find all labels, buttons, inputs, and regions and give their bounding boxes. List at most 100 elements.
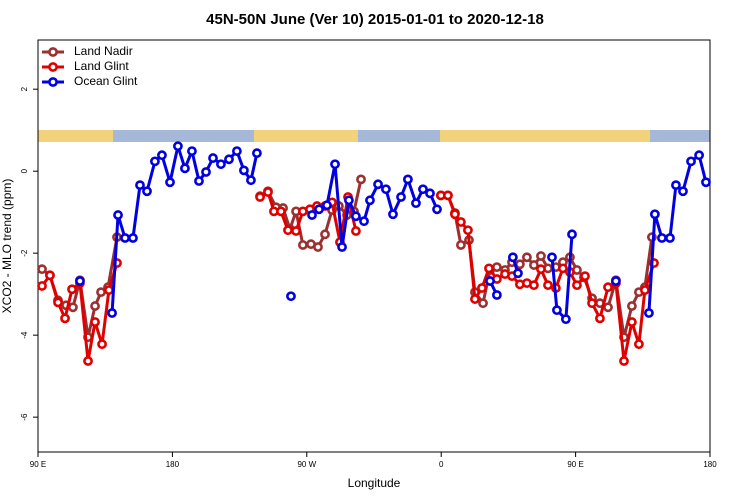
data-point — [67, 284, 77, 295]
data-point — [456, 240, 466, 250]
land-ocean-strip — [38, 130, 710, 142]
data-point — [626, 301, 637, 311]
data-point — [180, 163, 190, 174]
land-band — [38, 130, 113, 142]
data-point — [536, 251, 546, 261]
data-point — [529, 260, 539, 270]
legend-label: Ocean Glint — [74, 74, 138, 88]
data-point — [418, 184, 428, 195]
data-point — [128, 233, 138, 243]
data-point — [507, 252, 518, 263]
data-point — [425, 188, 435, 199]
data-point — [356, 174, 366, 185]
data-point — [365, 195, 375, 206]
data-point — [396, 192, 406, 202]
data-point — [263, 187, 273, 197]
data-point — [560, 314, 571, 325]
x-tick-label: 180 — [166, 460, 180, 469]
plot-frame — [37, 39, 711, 453]
x-tick-label: 180 — [703, 460, 717, 469]
data-point — [619, 356, 629, 366]
y-tick-label: 2 — [20, 86, 29, 91]
data-point — [580, 271, 590, 282]
data-point — [330, 159, 340, 170]
data-point — [552, 305, 562, 316]
data-point — [529, 280, 539, 291]
data-point — [142, 186, 152, 197]
data-point — [595, 313, 605, 324]
data-point — [484, 263, 494, 274]
legend-label: Land Glint — [74, 59, 129, 73]
data-point — [351, 226, 361, 236]
data-point — [536, 264, 546, 275]
data-point — [239, 165, 249, 176]
land-band — [254, 130, 358, 142]
data-point — [113, 210, 123, 220]
data-point — [173, 141, 183, 152]
data-point — [432, 204, 442, 215]
data-point — [678, 186, 688, 197]
data-point — [97, 339, 107, 350]
x-tick-label: 0 — [439, 460, 444, 469]
data-point — [587, 298, 597, 309]
data-point — [634, 339, 644, 350]
land-band — [440, 130, 650, 142]
data-point — [320, 229, 330, 240]
data-point — [107, 308, 117, 318]
data-point — [187, 146, 197, 156]
data-point — [543, 280, 553, 291]
data-point — [135, 180, 145, 191]
data-point — [477, 283, 487, 293]
data-point — [313, 242, 323, 252]
data-point — [359, 216, 369, 227]
data-point — [291, 226, 301, 236]
legend-marker — [48, 62, 58, 72]
data-point — [686, 156, 696, 167]
data-point — [60, 313, 70, 324]
data-point — [603, 302, 613, 313]
data-point — [513, 268, 523, 279]
data-point — [381, 184, 391, 195]
data-point — [252, 148, 262, 159]
data-point — [626, 317, 637, 327]
data-point — [671, 180, 681, 191]
data-point — [314, 204, 324, 215]
data-point — [150, 156, 160, 167]
data-point — [665, 233, 675, 243]
data-point — [373, 179, 383, 190]
data-point — [224, 154, 234, 165]
x-tick-label: 90 E — [30, 460, 46, 469]
data-point — [216, 159, 226, 170]
data-point — [402, 174, 413, 185]
data-point — [286, 291, 296, 302]
data-point — [456, 217, 466, 227]
data-point — [255, 192, 265, 202]
data-point — [90, 301, 100, 311]
data-point — [232, 146, 242, 156]
y-axis-label: XCO2 - MLO trend (ppm) — [0, 179, 14, 314]
data-point — [337, 242, 347, 252]
data-point — [68, 302, 78, 313]
data-point — [492, 262, 502, 273]
data-point — [443, 190, 453, 201]
data-point — [603, 282, 613, 293]
data-point — [157, 150, 167, 161]
data-point — [547, 252, 557, 263]
data-point — [701, 177, 711, 188]
data-point — [307, 210, 317, 220]
chart-title: 45N-50N June (Ver 10) 2015-01-01 to 2020… — [206, 11, 544, 28]
data-point — [649, 209, 660, 220]
data-point — [344, 195, 354, 206]
data-point — [246, 175, 256, 186]
data-point — [644, 308, 654, 318]
legend-marker — [48, 77, 58, 87]
data-point — [522, 252, 532, 263]
data-point — [283, 225, 293, 236]
x-tick-label: 90 E — [567, 460, 583, 469]
data-point — [572, 280, 582, 291]
data-point — [276, 206, 286, 217]
y-tick-label: -6 — [20, 413, 29, 421]
data-point — [194, 176, 204, 186]
